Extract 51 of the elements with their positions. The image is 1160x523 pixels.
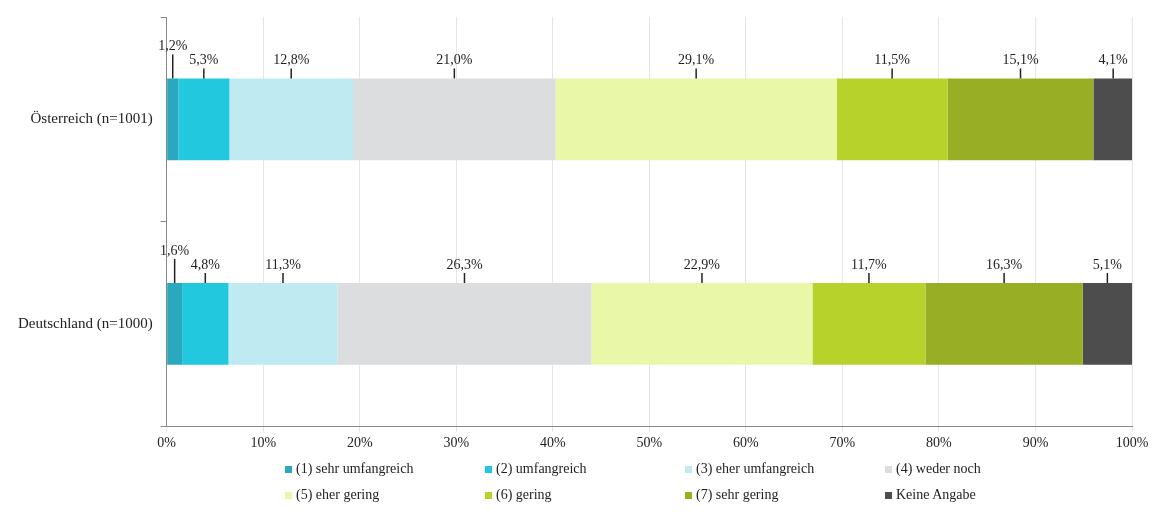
bar [1082,282,1132,365]
x-tick-label: 40% [539,435,566,451]
x-tick-label: 70% [829,435,856,451]
x-tick-label: 80% [926,435,953,451]
data-label: 29,1% [678,52,715,68]
data-label: 11,5% [874,52,911,68]
legend-label: (4) weder noch [896,461,981,477]
data-label: 21,0% [436,52,473,68]
bar [925,282,1083,365]
legend-label: (1) sehr umfangreich [296,461,414,477]
data-label: 26,3% [446,256,483,272]
legend-label: (3) eher umfangreich [696,461,815,477]
bar [1093,78,1132,161]
data-label: 22,9% [683,256,721,272]
x-tick-label: 20% [346,435,373,451]
data-label: 5,1% [1092,256,1123,272]
bar [947,78,1094,161]
x-tick-label: 60% [733,435,760,451]
bar [182,282,229,365]
x-tick-label: 100% [1115,435,1149,451]
y-tick-label: Deutschland (n=1000) [17,314,153,332]
data-label: 1,6% [160,242,190,258]
legend-label: (7) sehr gering [696,487,779,503]
data-label: 4,1% [1098,52,1129,68]
legend-label: (6) gering [496,487,552,503]
legend-label: (2) umfangreich [496,461,587,477]
x-tick-label: 0% [157,435,177,451]
bar [836,78,948,161]
bar [228,282,338,365]
data-label: 4,8% [190,256,221,272]
data-label: 12,8% [273,52,310,68]
bar [591,282,813,365]
data-label: 11,3% [265,256,302,272]
bar [229,78,353,161]
data-label: 5,3% [189,52,219,68]
bar [178,78,230,161]
y-tick-label: Österreich (n=1001) [30,110,153,128]
bar [555,78,837,161]
data-label: 11,7% [851,256,888,272]
x-tick-label: 90% [1022,435,1049,451]
x-tick-label: 30% [443,435,470,451]
data-label: 1,2% [158,38,188,54]
bar [167,78,179,161]
x-tick-label: 50% [636,435,663,451]
legend-label: (5) eher gering [296,487,380,503]
data-label: 15,1% [1002,52,1039,68]
bar [167,282,183,365]
x-tick-label: 10% [250,435,277,451]
legend-label: Keine Angabe [896,487,976,503]
bar [812,282,926,365]
data-label: 16,3% [986,256,1023,272]
